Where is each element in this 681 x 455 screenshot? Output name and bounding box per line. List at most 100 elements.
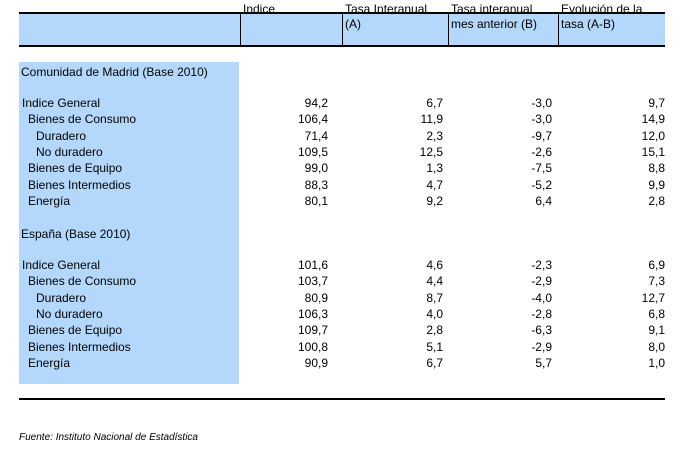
row-value: 2,3 [426,128,443,143]
row-value: 6,9 [648,258,665,272]
row-value: 6,4 [535,193,552,208]
row-label: Bienes Intermedios [28,177,131,192]
source-note: Fuente: Instituto Nacional de Estadístic… [19,432,198,443]
row-label: Energía [28,355,71,370]
row-label: Bienes de Consumo [28,274,137,289]
row-value: -5,2 [531,177,552,192]
row-value: 94,2 [304,96,328,110]
table-row: No duradero 109,5 12,5 -2,6 15,1 [0,144,681,160]
header-band-data-cols [240,12,665,47]
header-indice: Indice [243,2,276,16]
row-label: Indice General [22,258,101,272]
row-value: -9,7 [531,128,552,143]
row-value: 80,1 [304,193,328,208]
row-value: 109,7 [297,323,328,338]
row-value: -3,0 [531,112,552,127]
table-row: Duradero 80,9 8,7 -4,0 12,7 [0,290,681,306]
table-row: Bienes de Equipo 99,0 1,3 -7,5 8,8 [0,160,681,176]
row-label: Indice General [22,96,101,110]
section-title: Comunidad de Madrid (Base 2010) [0,64,681,80]
row-label: Bienes Intermedios [28,339,131,354]
row-value: 90,9 [304,355,328,370]
row-label: Bienes de Consumo [28,112,137,127]
row-value: 4,0 [426,306,443,321]
row-value: -2,9 [531,274,552,289]
section-title: España (Base 2010) [0,226,681,242]
row-value: 6,7 [426,355,443,370]
row-label: No duradero [36,306,103,321]
table-row: Indice General 94,2 6,7 -3,0 9,7 [0,95,681,111]
row-value: 12,5 [419,144,443,159]
row-label: Duradero [36,128,87,143]
row-value: 101,6 [297,258,328,272]
row-value: 1,0 [648,355,665,370]
row-value: 109,5 [297,144,328,159]
table-row: Energía 90,9 6,7 5,7 1,0 [0,355,681,371]
row-value: 15,1 [641,144,665,159]
row-value: 7,3 [648,274,665,289]
row-value: 12,7 [641,290,665,305]
row-value: 71,4 [304,128,328,143]
row-value: -3,0 [531,96,552,110]
table-row: No duradero 106,3 4,0 -2,8 6,8 [0,306,681,322]
row-value: 6,7 [426,96,443,110]
row-value: -6,3 [531,323,552,338]
row-value: 8,7 [426,290,443,305]
header-divider [558,12,559,47]
row-value: 9,7 [648,96,665,110]
section-title-text: Comunidad de Madrid (Base 2010) [21,65,208,79]
row-value: -4,0 [531,290,552,305]
row-label: Bienes de Equipo [28,323,123,338]
row-value: 5,1 [426,339,443,354]
table-row: Bienes de Consumo 106,4 11,9 -3,0 14,9 [0,111,681,127]
row-value: 12,0 [641,128,665,143]
header-divider [448,12,449,47]
table-bottom-rule [19,398,665,400]
row-value: 9,2 [426,193,443,208]
table-row: Indice General 101,6 4,6 -2,3 6,9 [0,257,681,273]
header-divider [240,12,241,47]
row-value: 1,3 [426,161,443,176]
table-row: Bienes de Consumo 103,7 4,4 -2,9 7,3 [0,273,681,289]
row-value: 100,8 [297,339,328,354]
row-value: 14,9 [641,112,665,127]
header-divider [342,12,343,47]
row-label: No duradero [36,144,103,159]
table-row: Bienes de Equipo 109,7 2,8 -6,3 9,1 [0,322,681,338]
table-row: Duradero 71,4 2,3 -9,7 12,0 [0,128,681,144]
row-value: -2,3 [531,258,552,272]
header-tasa-interanual: Tasa Interanual (A) [345,2,428,31]
row-label: Bienes de Equipo [28,161,123,176]
row-value: 106,4 [297,112,328,127]
row-value: 80,9 [304,290,328,305]
row-value: 4,7 [426,177,443,192]
row-label: Energía [28,193,71,208]
row-value: -2,8 [531,306,552,321]
row-label: Duradero [36,290,87,305]
row-value: 99,0 [304,161,328,176]
row-value: 11,9 [420,112,443,127]
row-value: 4,4 [426,274,443,289]
row-value: 4,6 [426,258,443,272]
row-value: 2,8 [648,193,665,208]
row-value: 106,3 [297,306,328,321]
row-value: 6,8 [648,306,665,321]
section-title-text: España (Base 2010) [21,227,131,241]
row-value: 2,8 [426,323,443,338]
header-band-label-col [19,12,240,47]
row-value: -2,9 [531,339,552,354]
table-row: Energía 80,1 9,2 6,4 2,8 [0,193,681,209]
row-value: 88,3 [304,177,328,192]
header-evolucion: Evolución de la tasa (A-B) [561,2,643,31]
row-value: -7,5 [531,161,552,176]
table-row: Bienes Intermedios 88,3 4,7 -5,2 9,9 [0,177,681,193]
row-value: 8,0 [648,339,665,354]
row-value: -2,6 [531,144,552,159]
header-tasa-mes-anterior: Tasa interanual mes anterior (B) [451,2,538,31]
row-value: 8,8 [648,161,665,176]
row-value: 9,9 [648,177,665,192]
table-row: Bienes Intermedios 100,8 5,1 -2,9 8,0 [0,339,681,355]
label-column-highlight [19,62,239,384]
row-value: 9,1 [648,323,665,338]
